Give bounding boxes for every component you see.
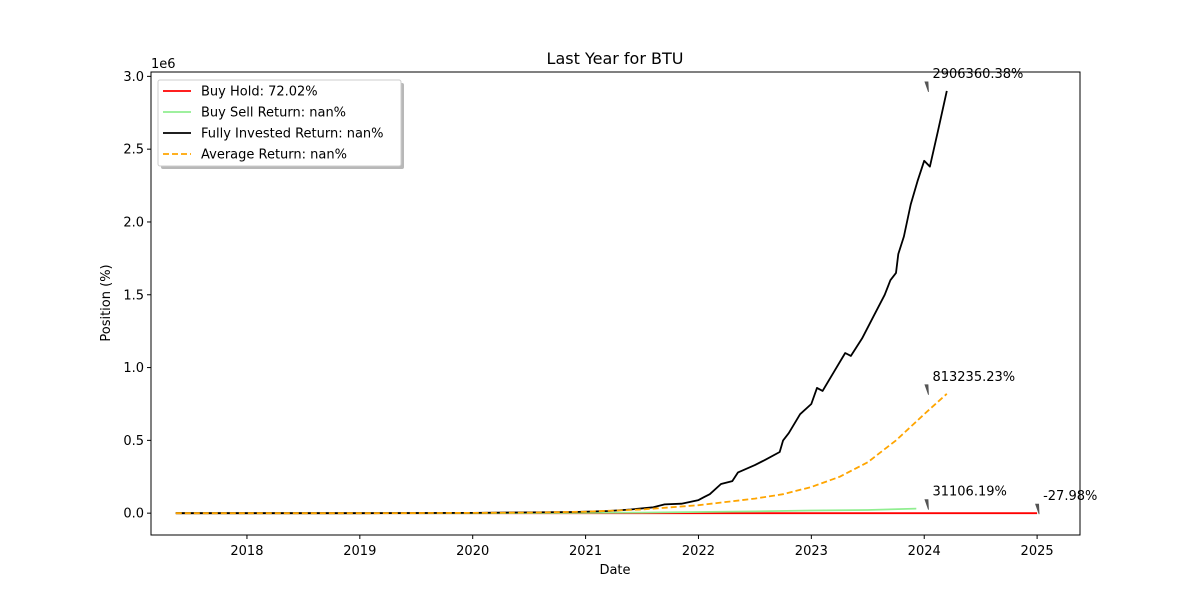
end-label: -27.98% (1043, 489, 1097, 504)
y-tick-label: 2.0 (123, 215, 144, 230)
x-tick-label: 2018 (230, 544, 263, 559)
y-tick-label: 1.5 (123, 288, 144, 303)
end-label: 2906360.38% (932, 67, 1023, 82)
end-label-marker (1035, 503, 1040, 515)
x-tick-label: 2021 (569, 544, 602, 559)
y-tick-label: 0.5 (123, 434, 144, 449)
legend: Buy Hold: 72.02% Buy Sell Return: nan% Ful… (157, 79, 404, 169)
end-label: 813235.23% (932, 370, 1015, 385)
y-axis-label: Position (%) (99, 264, 114, 341)
end-label-marker (924, 384, 929, 395)
end-label-marker (924, 499, 929, 510)
x-tick-label: 2019 (343, 544, 376, 559)
series-line-3 (175, 393, 948, 515)
y-tick-label: 3.0 (123, 70, 144, 85)
series-line-2 (175, 90, 948, 515)
x-tick-label: 2022 (682, 544, 715, 559)
x-tick-label: 2024 (908, 544, 941, 559)
legend-label: Fully Invested Return: nan% (201, 127, 384, 142)
end-labels-layer: -27.98% 31106.19% 2906360.38% 813235.23% (924, 67, 1097, 515)
end-label-marker (924, 81, 929, 93)
legend-box (157, 79, 402, 167)
y-tick-label: 2.5 (123, 143, 144, 158)
legend-label: Buy Sell Return: nan% (201, 106, 346, 121)
legend-label: Buy Hold: 72.02% (201, 85, 318, 100)
x-tick-label: 2025 (1021, 544, 1054, 559)
plot-frame (150, 71, 1081, 536)
axes-ticks: 2018 2019 2020 2021 2022 2023 2024 2025 0.0 0.5 1.… (123, 70, 1053, 559)
y-tick-label: 1.0 (123, 361, 144, 376)
x-tick-label: 2023 (795, 544, 828, 559)
chart-title: Last Year for BTU (547, 49, 684, 68)
end-label: 31106.19% (932, 485, 1006, 500)
series-layer (175, 90, 1038, 515)
x-axis-label: Date (599, 563, 630, 578)
y-tick-label: 0.0 (123, 507, 144, 522)
y-multiplier-label: 1e6 (151, 57, 176, 72)
x-tick-label: 2020 (456, 544, 489, 559)
legend-label: Average Return: nan% (201, 148, 347, 163)
